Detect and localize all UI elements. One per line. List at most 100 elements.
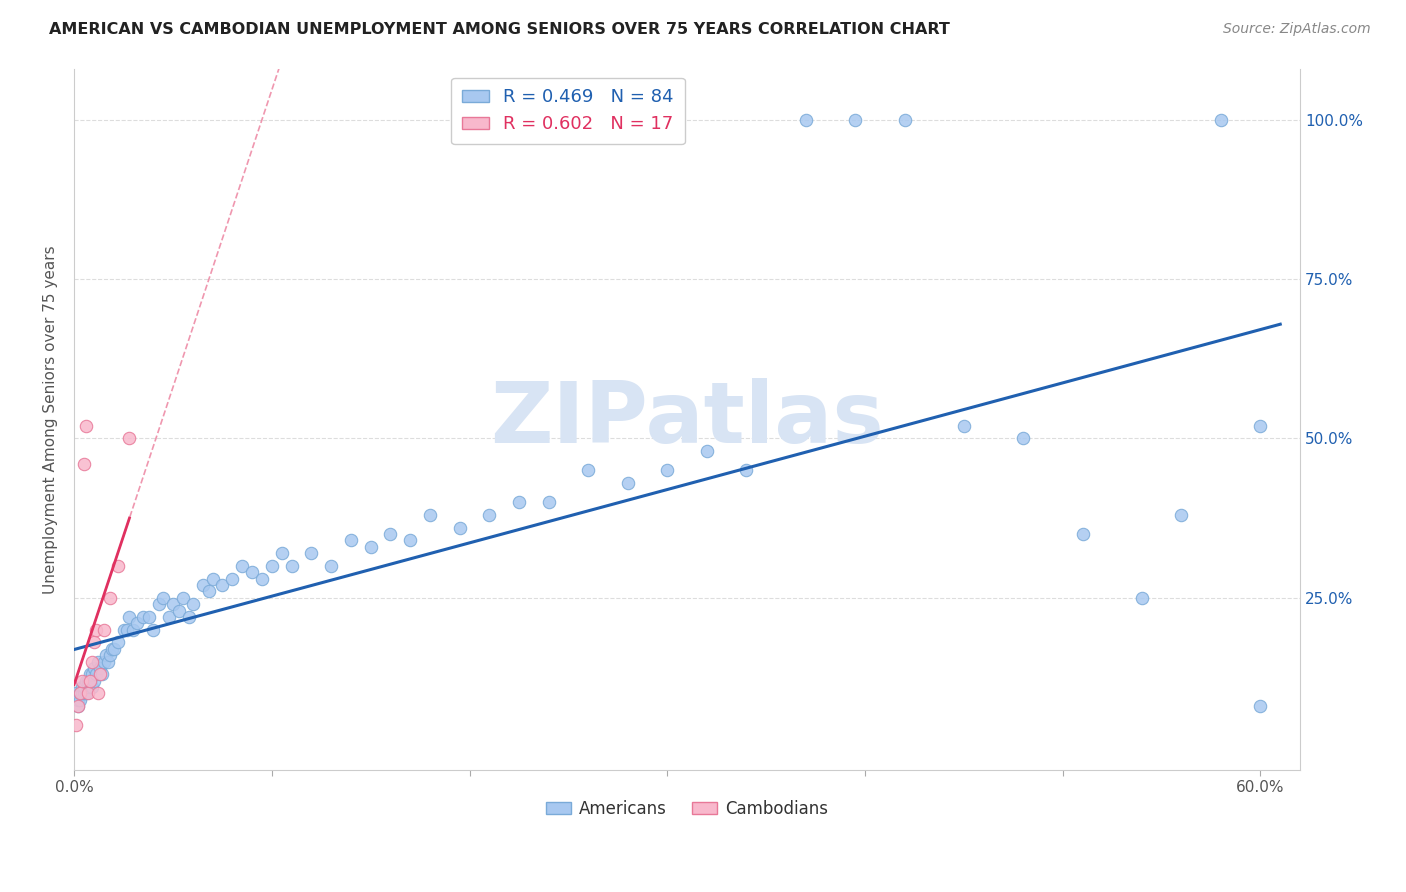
Point <box>260 558 283 573</box>
Point <box>537 495 560 509</box>
Point <box>75 418 97 433</box>
Point <box>449 521 471 535</box>
Point <box>201 572 224 586</box>
Point <box>90 667 112 681</box>
Point <box>211 578 233 592</box>
Point <box>177 610 200 624</box>
Point <box>380 527 402 541</box>
Y-axis label: Unemployment Among Seniors over 75 years: Unemployment Among Seniors over 75 years <box>44 245 58 593</box>
Point <box>118 431 141 445</box>
Point <box>616 476 638 491</box>
Point <box>191 578 214 592</box>
Point <box>93 623 115 637</box>
Point <box>132 610 155 624</box>
Point <box>65 686 87 700</box>
Legend: Americans, Cambodians: Americans, Cambodians <box>538 794 835 825</box>
Point <box>94 648 117 663</box>
Point <box>181 597 204 611</box>
Point <box>340 533 363 548</box>
Point <box>576 463 599 477</box>
Point <box>84 623 107 637</box>
Point <box>69 686 91 700</box>
Point <box>83 635 105 649</box>
Point <box>118 610 141 624</box>
Point <box>250 572 273 586</box>
Point <box>1170 508 1192 522</box>
Point <box>197 584 219 599</box>
Point <box>893 112 915 127</box>
Point <box>240 566 263 580</box>
Point <box>89 667 111 681</box>
Point <box>844 112 866 127</box>
Point <box>735 463 758 477</box>
Text: Source: ZipAtlas.com: Source: ZipAtlas.com <box>1223 22 1371 37</box>
Point <box>83 673 105 688</box>
Point <box>127 616 149 631</box>
Point <box>67 699 90 714</box>
Point <box>75 686 97 700</box>
Point <box>1071 527 1094 541</box>
Point <box>107 558 129 573</box>
Point <box>87 655 110 669</box>
Point <box>1209 112 1232 127</box>
Point <box>657 463 679 477</box>
Point <box>98 648 121 663</box>
Point <box>1249 418 1271 433</box>
Point <box>280 558 302 573</box>
Text: AMERICAN VS CAMBODIAN UNEMPLOYMENT AMONG SENIORS OVER 75 YEARS CORRELATION CHART: AMERICAN VS CAMBODIAN UNEMPLOYMENT AMONG… <box>49 22 950 37</box>
Point <box>87 686 110 700</box>
Point <box>75 673 97 688</box>
Point <box>70 686 93 700</box>
Point <box>696 444 718 458</box>
Point <box>221 572 243 586</box>
Point <box>270 546 292 560</box>
Point <box>112 623 135 637</box>
Point <box>93 655 115 669</box>
Point <box>953 418 976 433</box>
Point <box>73 457 96 471</box>
Point <box>67 699 90 714</box>
Point <box>69 686 91 700</box>
Point <box>162 597 184 611</box>
Point <box>107 635 129 649</box>
Point <box>794 112 817 127</box>
Point <box>89 661 111 675</box>
Point <box>70 680 93 694</box>
Point <box>77 673 100 688</box>
Point <box>1130 591 1153 605</box>
Point <box>103 641 125 656</box>
Point <box>83 661 105 675</box>
Point <box>69 693 91 707</box>
Point <box>478 508 501 522</box>
Point <box>65 718 87 732</box>
Point <box>360 540 382 554</box>
Point <box>79 673 101 688</box>
Point <box>117 623 139 637</box>
Point <box>299 546 322 560</box>
Point <box>142 623 165 637</box>
Point <box>70 673 93 688</box>
Point <box>80 655 103 669</box>
Point <box>79 667 101 681</box>
Point <box>122 623 145 637</box>
Point <box>97 655 120 669</box>
Point <box>508 495 530 509</box>
Point <box>1012 431 1035 445</box>
Point <box>79 673 101 688</box>
Point <box>73 680 96 694</box>
Point <box>419 508 441 522</box>
Point <box>67 693 90 707</box>
Point <box>157 610 180 624</box>
Text: ZIPatlas: ZIPatlas <box>491 377 884 461</box>
Point <box>138 610 160 624</box>
Point <box>100 641 122 656</box>
Point <box>80 680 103 694</box>
Point <box>77 680 100 694</box>
Point <box>148 597 170 611</box>
Point <box>231 558 253 573</box>
Point <box>1249 699 1271 714</box>
Point <box>80 667 103 681</box>
Point <box>321 558 343 573</box>
Point <box>399 533 422 548</box>
Point <box>152 591 174 605</box>
